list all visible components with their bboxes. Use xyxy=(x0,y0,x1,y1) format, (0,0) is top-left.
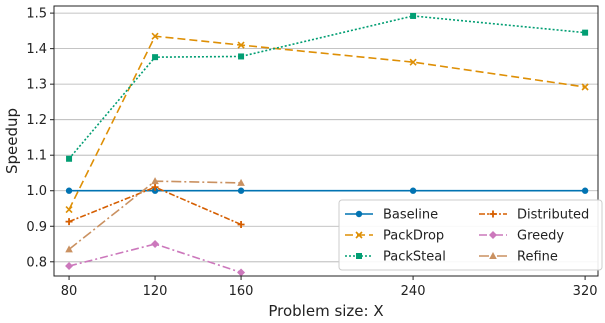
data-point-greedy xyxy=(65,262,74,271)
y-axis-label: Speedup xyxy=(3,108,21,174)
legend-box xyxy=(338,199,603,271)
y-tick-label: 1.3 xyxy=(26,78,47,93)
legend-item-distributed: Distributed xyxy=(479,208,589,223)
legend-label-baseline: Baseline xyxy=(383,208,438,223)
legend-marker-baseline xyxy=(355,210,363,218)
data-point-greedy xyxy=(237,268,246,277)
y-tick-label: 0.8 xyxy=(26,255,47,270)
data-point-baseline xyxy=(409,187,417,194)
series-packsteal xyxy=(66,12,589,162)
series-line-packdrop xyxy=(68,35,586,210)
data-point-packsteal xyxy=(238,53,245,60)
plot-frame xyxy=(53,5,599,277)
series-line-packsteal xyxy=(68,15,586,160)
data-point-refine xyxy=(65,245,73,253)
series-line-greedy xyxy=(68,243,242,274)
legend-item-refine: Refine xyxy=(479,250,558,265)
data-point-distributed xyxy=(237,220,245,228)
legend-marker-refine xyxy=(489,252,497,259)
x-tick-label: 80 xyxy=(61,284,78,299)
legend-item-baseline: Baseline xyxy=(345,208,438,223)
data-point-baseline xyxy=(581,187,589,194)
data-point-packdrop xyxy=(581,83,589,91)
x-tick-label: 320 xyxy=(573,284,598,299)
legend-item-packsteal: PackSteal xyxy=(345,250,446,265)
legend-label-greedy: Greedy xyxy=(517,229,564,244)
legend-label-packdrop: PackDrop xyxy=(383,229,444,244)
x-axis-label: Problem size: X xyxy=(268,302,383,320)
data-point-packdrop xyxy=(151,32,159,40)
y-tick-label: 1.0 xyxy=(26,184,47,199)
y-tick-label: 1.2 xyxy=(26,113,47,128)
axis-ticks: 0.8 0.9 1.0 1.1 1.2 1.3 1.4 1.5 80 120 160 240 320 xyxy=(26,7,597,299)
data-point-packdrop xyxy=(237,41,245,49)
x-tick-label: 240 xyxy=(401,284,426,299)
data-point-packsteal xyxy=(152,54,159,61)
y-tick-label: 1.4 xyxy=(26,42,47,57)
x-tick-label: 120 xyxy=(143,284,168,299)
data-point-baseline xyxy=(151,187,159,194)
data-point-distributed xyxy=(151,183,159,191)
legend-label-distributed: Distributed xyxy=(517,208,589,223)
legend-marker-distributed xyxy=(489,210,497,218)
data-point-packdrop xyxy=(409,58,417,66)
series-refine xyxy=(65,177,245,253)
legend-marker-packdrop xyxy=(355,231,363,239)
data-point-greedy xyxy=(151,240,160,249)
data-point-baseline xyxy=(237,187,245,194)
data-point-packsteal xyxy=(582,29,589,36)
legend-label-packsteal: PackSteal xyxy=(383,250,446,265)
y-tick-label: 1.5 xyxy=(26,7,47,22)
x-tick-label: 160 xyxy=(229,284,254,299)
y-tick-label: 1.1 xyxy=(26,149,47,164)
series-baseline xyxy=(65,187,589,194)
data-point-baseline xyxy=(65,187,73,194)
series-greedy xyxy=(65,240,246,277)
y-tick-label: 0.9 xyxy=(26,220,47,235)
series-packdrop xyxy=(65,32,589,214)
data-point-packsteal xyxy=(410,12,417,19)
series-distributed xyxy=(65,183,245,228)
plot-series xyxy=(65,12,589,277)
data-point-refine xyxy=(237,178,245,186)
data-point-refine xyxy=(151,177,159,185)
data-point-packdrop xyxy=(65,206,73,214)
legend-marker-packsteal xyxy=(356,253,362,259)
legend-marker-greedy xyxy=(489,231,497,239)
legend: Baseline PackDrop PackSteal Distributed Gree… xyxy=(338,199,603,271)
legend-label-refine: Refine xyxy=(517,250,558,265)
legend-item-greedy: Greedy xyxy=(479,229,564,244)
legend-item-packdrop: PackDrop xyxy=(345,229,444,244)
data-point-distributed xyxy=(65,218,73,226)
data-point-packsteal xyxy=(66,155,73,162)
